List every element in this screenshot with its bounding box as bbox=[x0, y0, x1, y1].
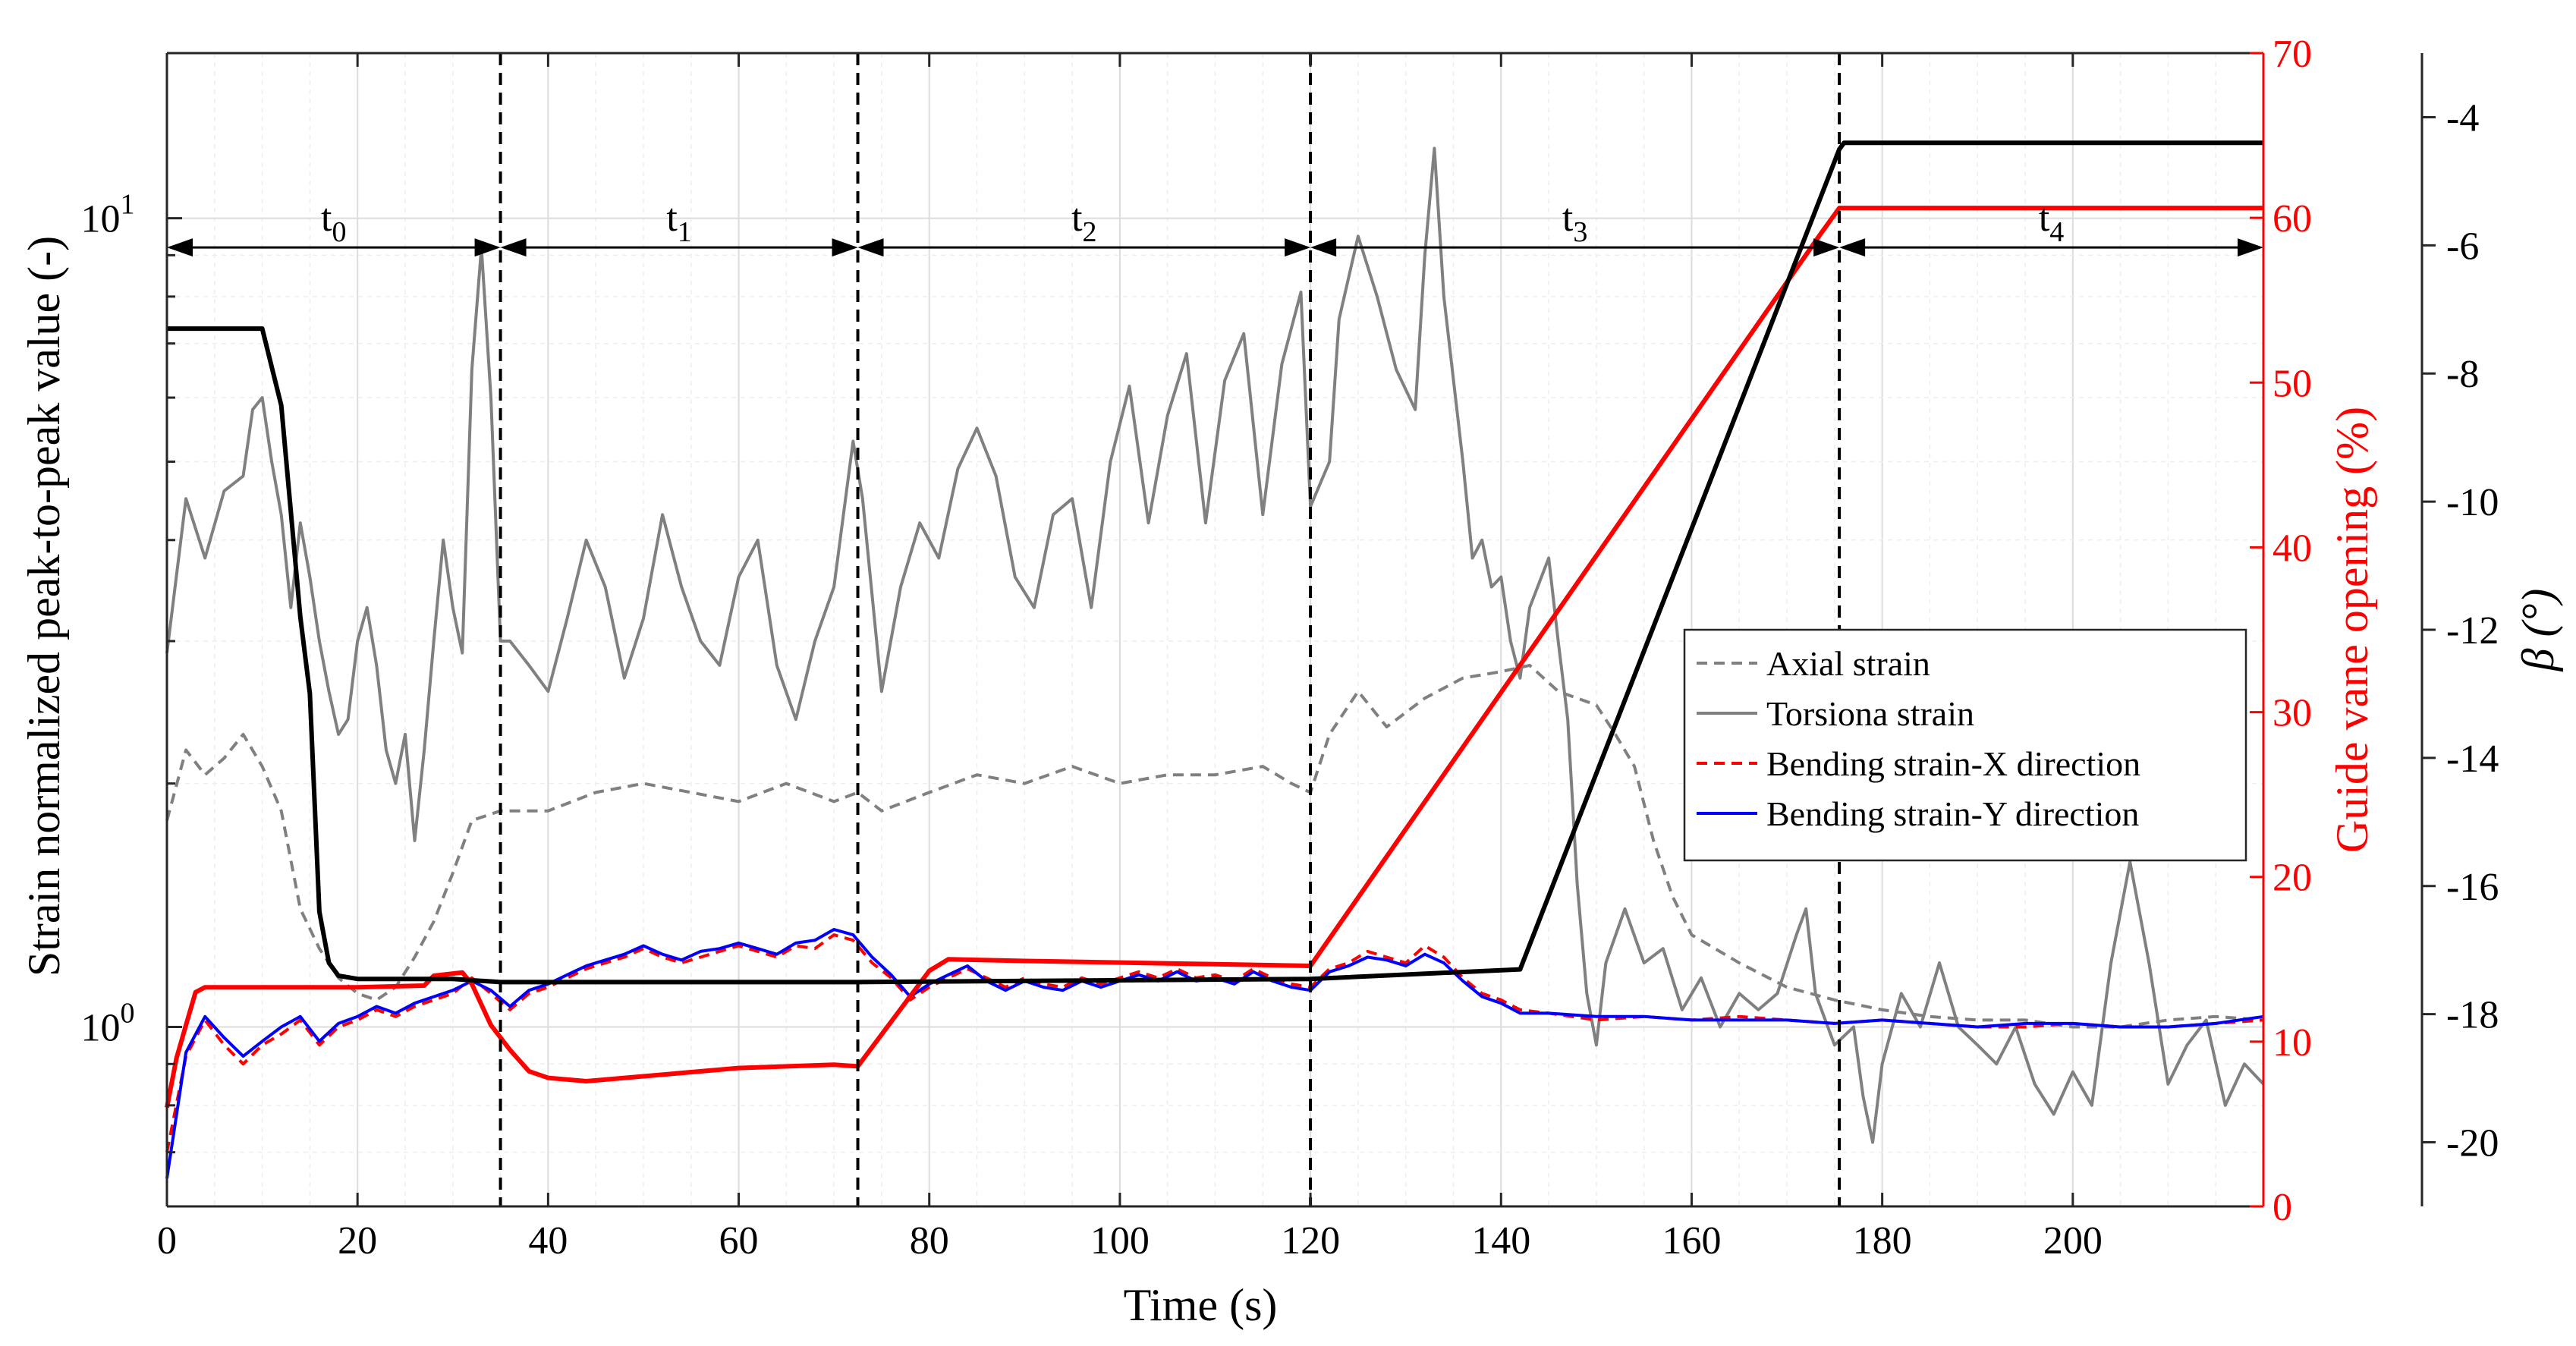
series-guide-vane-opening bbox=[165, 206, 2263, 1109]
arrow-head-left bbox=[167, 238, 193, 257]
legend-entry-label: Axial strain bbox=[1766, 644, 1930, 683]
y-beta-tick-label: -4 bbox=[2446, 96, 2479, 140]
y-left-tick-label: 101 bbox=[81, 189, 135, 241]
arrow-head-right bbox=[1285, 238, 1311, 257]
interval-label: t1 bbox=[666, 197, 691, 248]
interval-label-base: t bbox=[1071, 197, 1083, 240]
y-beta-tick-label: -10 bbox=[2446, 481, 2499, 524]
arrow-head-right bbox=[1813, 238, 1840, 257]
interval-label-sub: 2 bbox=[1083, 216, 1097, 248]
x-tick-label: 200 bbox=[2043, 1219, 2103, 1263]
arrow-head-right bbox=[2238, 238, 2263, 257]
y-beta-tick-label: -14 bbox=[2446, 737, 2499, 781]
y-left-tick-label-exp: 0 bbox=[121, 998, 135, 1030]
series-beta bbox=[167, 140, 2263, 985]
y-beta-tick-label: -8 bbox=[2446, 353, 2479, 396]
legend-entry-label: Bending strain-X direction bbox=[1766, 744, 2140, 783]
x-tick-label: 180 bbox=[1853, 1219, 1912, 1263]
legend-entry-label: Bending strain-Y direction bbox=[1766, 794, 2139, 833]
y-axis-beta-label: β (°) bbox=[2513, 589, 2563, 672]
x-tick-label: 0 bbox=[157, 1219, 177, 1263]
x-axis-label: Time (s) bbox=[1124, 1280, 1278, 1330]
legend: Axial strain Torsiona strain Bending strai… bbox=[1683, 628, 2247, 862]
y-left-tick-label-base: 10 bbox=[81, 1007, 121, 1050]
y-right-tick-label: 0 bbox=[2272, 1186, 2292, 1229]
interval-label-base: t bbox=[2039, 197, 2050, 240]
series-axial-strain bbox=[165, 663, 2264, 1029]
y-right-tick-label: 70 bbox=[2272, 33, 2312, 76]
interval-label: t2 bbox=[1071, 197, 1096, 248]
series-bending-strain-y-direction bbox=[165, 928, 2264, 1179]
y-beta-tick-label: -6 bbox=[2446, 225, 2479, 268]
interval-label-sub: 1 bbox=[678, 216, 692, 248]
interval-label-base: t bbox=[1562, 197, 1574, 240]
x-tick-label: 60 bbox=[719, 1219, 759, 1263]
legend-entry-label: Torsiona strain bbox=[1766, 694, 1974, 733]
legend-box bbox=[1683, 628, 2247, 862]
x-tick-label: 120 bbox=[1281, 1219, 1340, 1263]
arrow-head-left bbox=[1839, 238, 1866, 257]
x-tick-label: 40 bbox=[528, 1219, 568, 1263]
interval-label: t0 bbox=[321, 197, 346, 248]
y-right-tick-label: 30 bbox=[2272, 692, 2312, 735]
arrow-head-left bbox=[1310, 238, 1337, 257]
y-left-tick-label-base: 10 bbox=[81, 198, 121, 241]
x-tick-label: 20 bbox=[338, 1219, 377, 1263]
y-beta-tick-label: -16 bbox=[2446, 866, 2499, 909]
interval-label-base: t bbox=[321, 197, 332, 240]
y-beta-tick-label: -18 bbox=[2446, 994, 2499, 1037]
arrow-head-left bbox=[500, 238, 527, 257]
y-left-tick-label-exp: 1 bbox=[121, 189, 135, 221]
interval-label-sub: 4 bbox=[2049, 216, 2064, 248]
arrow-head-right bbox=[832, 238, 858, 257]
arrow-head-right bbox=[474, 238, 501, 257]
series-torsiona-strain bbox=[165, 146, 2265, 1144]
x-tick-label: 100 bbox=[1090, 1219, 1150, 1263]
x-tick-label: 80 bbox=[910, 1219, 949, 1263]
interval-label: t4 bbox=[2039, 197, 2064, 248]
y-right-tick-label: 60 bbox=[2272, 197, 2312, 241]
axes: 0 20 40 60 80 100 120 140 160 180 2001001010102030… bbox=[81, 33, 2499, 1263]
series-layer bbox=[165, 140, 2265, 1179]
interval-label-sub: 0 bbox=[332, 216, 347, 248]
y-right-tick-label: 20 bbox=[2272, 857, 2312, 900]
y-axis-left-label: Strain normalized peak-to-peak value (-) bbox=[19, 236, 69, 976]
y-right-tick-label: 40 bbox=[2272, 527, 2312, 570]
y-right-tick-label: 50 bbox=[2272, 362, 2312, 405]
x-tick-label: 140 bbox=[1471, 1219, 1530, 1263]
y-beta-tick-label: -12 bbox=[2446, 609, 2499, 653]
interval-label-base: t bbox=[666, 197, 678, 240]
interval-label: t3 bbox=[1562, 197, 1587, 248]
x-tick-label: 160 bbox=[1662, 1219, 1721, 1263]
y-axis-right-label: Guide vane opening (%) bbox=[2327, 407, 2377, 853]
y-beta-tick-label: -20 bbox=[2446, 1122, 2499, 1165]
series-bending-strain-x-direction bbox=[165, 933, 2264, 1153]
y-right-tick-label: 10 bbox=[2272, 1021, 2312, 1065]
y-left-tick-label: 100 bbox=[81, 998, 135, 1050]
interval-label-sub: 3 bbox=[1573, 216, 1587, 248]
arrow-head-left bbox=[857, 238, 884, 257]
